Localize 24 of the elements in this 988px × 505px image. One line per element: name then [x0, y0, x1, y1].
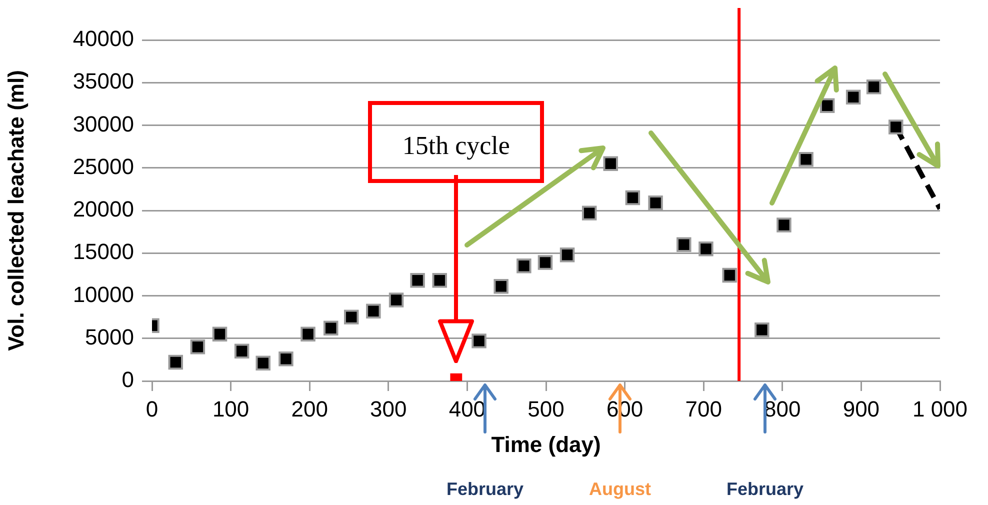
y-tick-label: 30000	[72, 111, 134, 136]
text: February	[445, 479, 525, 500]
y-tick-label: 20000	[72, 196, 134, 222]
y-tick-label: 25000	[72, 154, 134, 179]
y-tick-label: 35000	[72, 68, 134, 94]
x-tick-label: 400	[448, 396, 486, 422]
x-tick-label: 900	[842, 396, 880, 422]
x-tick-label: 0	[146, 396, 158, 422]
y-tick-label: 5000	[85, 324, 134, 350]
y-tick-label: 10000	[72, 282, 134, 307]
x-axis-title: Time (day)	[491, 432, 601, 457]
x-tick-label: 1 000	[912, 396, 968, 422]
annotation: 15th cycle	[402, 131, 510, 161]
x-tick-label: 500	[528, 396, 564, 422]
x-tick-label: 200	[291, 396, 328, 422]
x-tick-label: 100	[212, 396, 250, 422]
text: February	[725, 479, 805, 500]
y-axis-title: Vol. collected leachate (ml)	[3, 70, 28, 351]
y-tick-label: 0	[122, 367, 134, 392]
y-tick-label: 40000	[72, 26, 134, 52]
x-tick-label: 700	[685, 396, 722, 422]
text: August	[588, 479, 652, 500]
x-tick-label: 300	[370, 396, 407, 422]
y-tick-label: 15000	[72, 239, 134, 264]
